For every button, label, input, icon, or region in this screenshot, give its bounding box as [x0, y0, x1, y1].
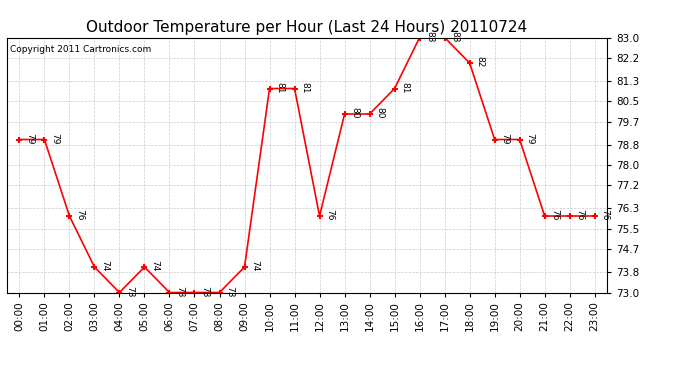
Text: Copyright 2011 Cartronics.com: Copyright 2011 Cartronics.com: [10, 45, 151, 54]
Text: 79: 79: [50, 133, 59, 144]
Text: 80: 80: [350, 107, 359, 119]
Text: 74: 74: [100, 260, 109, 272]
Text: 73: 73: [175, 286, 184, 297]
Text: 81: 81: [275, 82, 284, 93]
Text: 79: 79: [500, 133, 509, 144]
Text: 76: 76: [75, 209, 84, 221]
Text: 83: 83: [425, 31, 434, 42]
Text: 76: 76: [550, 209, 559, 221]
Text: 81: 81: [400, 82, 409, 93]
Text: 80: 80: [375, 107, 384, 119]
Text: 76: 76: [325, 209, 334, 221]
Text: 74: 74: [250, 260, 259, 272]
Text: 79: 79: [25, 133, 34, 144]
Text: 76: 76: [600, 209, 609, 221]
Text: 79: 79: [525, 133, 534, 144]
Text: 81: 81: [300, 82, 309, 93]
Text: 82: 82: [475, 56, 484, 68]
Text: 73: 73: [125, 286, 134, 297]
Text: 74: 74: [150, 260, 159, 272]
Text: 73: 73: [200, 286, 209, 297]
Text: 76: 76: [575, 209, 584, 221]
Text: 83: 83: [450, 31, 459, 42]
Title: Outdoor Temperature per Hour (Last 24 Hours) 20110724: Outdoor Temperature per Hour (Last 24 Ho…: [86, 20, 528, 35]
Text: 73: 73: [225, 286, 234, 297]
